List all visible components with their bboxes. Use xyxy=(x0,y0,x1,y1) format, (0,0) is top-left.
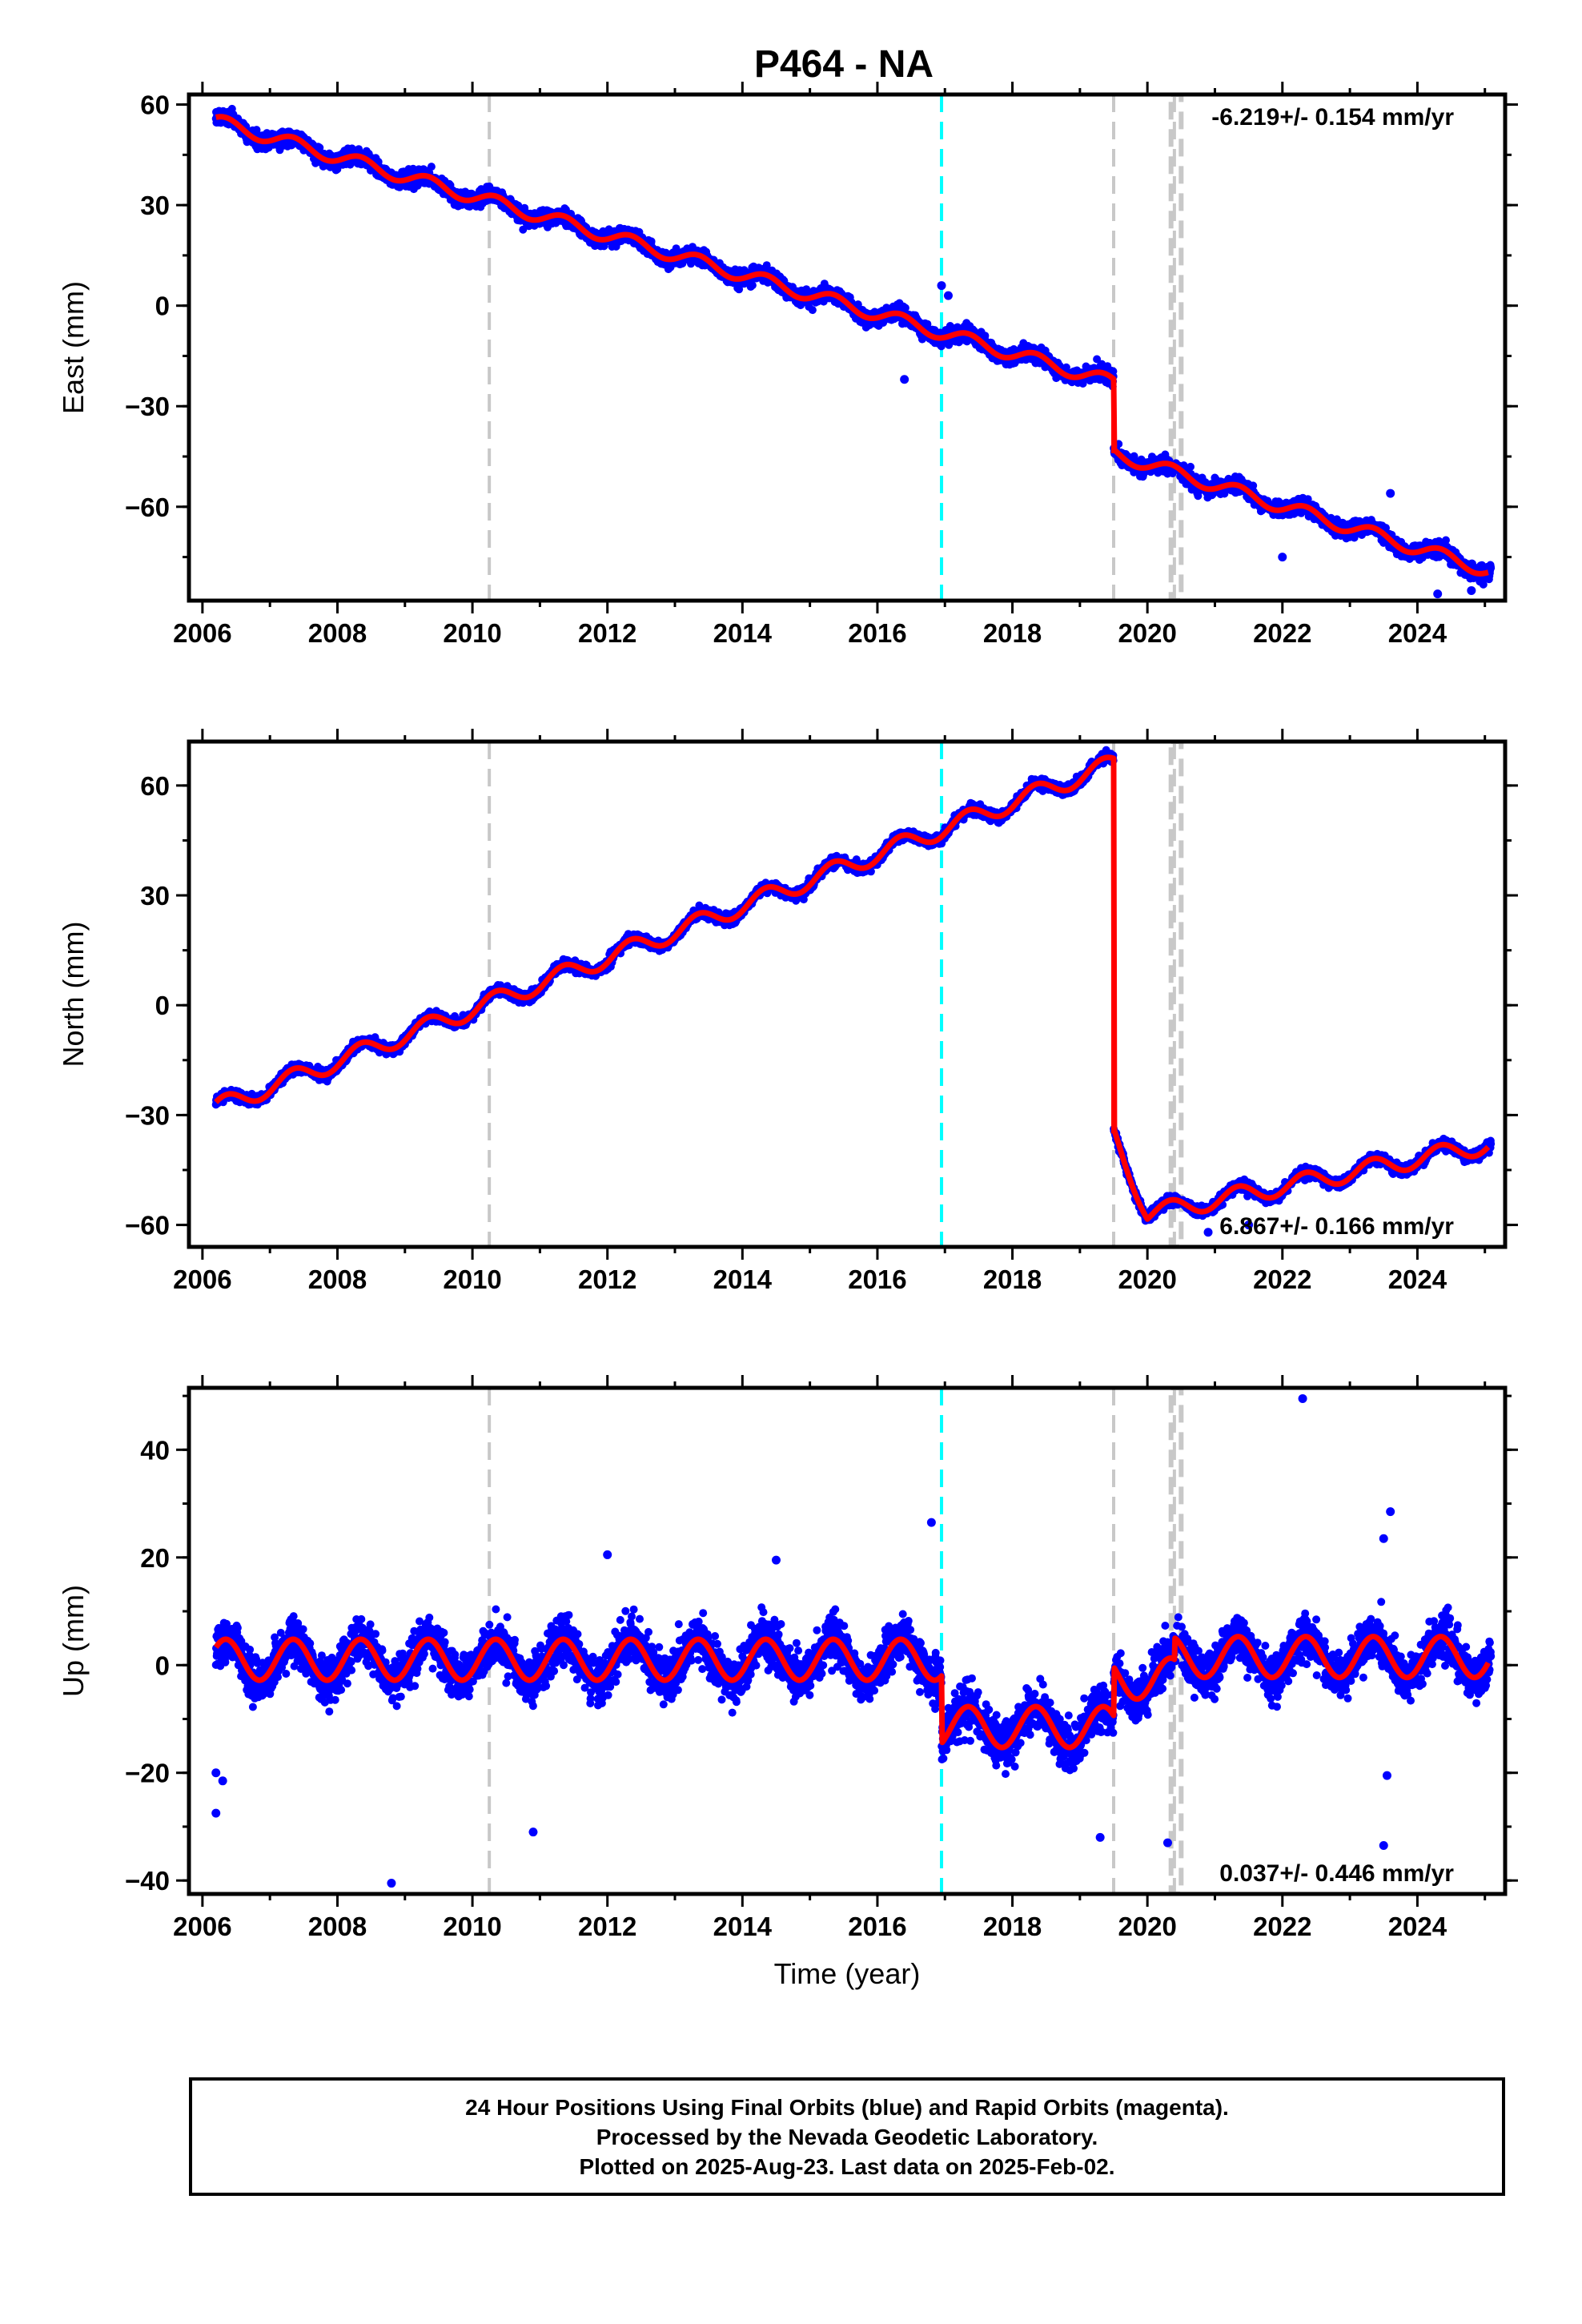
gap-band xyxy=(1168,94,1184,601)
outlier-point xyxy=(943,291,953,300)
y-tick-label: 60 xyxy=(140,90,170,120)
observation-point xyxy=(981,332,990,340)
observation-point xyxy=(1487,564,1496,573)
x-tick-label: 2012 xyxy=(578,618,636,648)
x-tick-label: 2010 xyxy=(443,618,501,648)
y-tick-label: −30 xyxy=(125,392,170,421)
x-tick-label: 2016 xyxy=(848,618,906,648)
x-tick-label: 2006 xyxy=(173,618,231,648)
y-tick-label: 0 xyxy=(155,292,170,321)
figure-title: P464 - NA xyxy=(754,43,934,86)
offset-lines xyxy=(488,94,1184,601)
outlier-point xyxy=(1278,553,1287,562)
outlier-point xyxy=(1386,489,1395,498)
outlier-point xyxy=(1467,585,1476,595)
observation-point xyxy=(1186,462,1195,471)
observation-point xyxy=(519,225,528,234)
x-tick-label: 2018 xyxy=(983,618,1042,648)
x-tick-label: 2020 xyxy=(1118,618,1176,648)
observation-point xyxy=(1442,536,1450,545)
outlier-point xyxy=(1433,589,1443,599)
x-tick-label: 2024 xyxy=(1388,618,1447,648)
x-tick-label: 2014 xyxy=(713,618,773,648)
observation-point xyxy=(808,306,817,315)
observation-point xyxy=(427,163,436,171)
observation-point xyxy=(647,237,656,246)
x-tick-label: 2022 xyxy=(1253,618,1311,648)
x-tick-label: 2008 xyxy=(308,618,367,648)
panel-east: 2006 2008 2010 2012 2014 2016 2018 2020 2022 2024… xyxy=(57,82,1518,648)
outlier-point xyxy=(900,375,909,384)
y-tick-label: −60 xyxy=(125,493,170,522)
y-tick-label: 30 xyxy=(140,191,170,220)
outlier-point xyxy=(937,281,946,291)
panels: 2006 2008 2010 2012 2014 2016 2018 2020 2022 2024… xyxy=(57,82,1518,1990)
observation-point xyxy=(748,281,757,290)
